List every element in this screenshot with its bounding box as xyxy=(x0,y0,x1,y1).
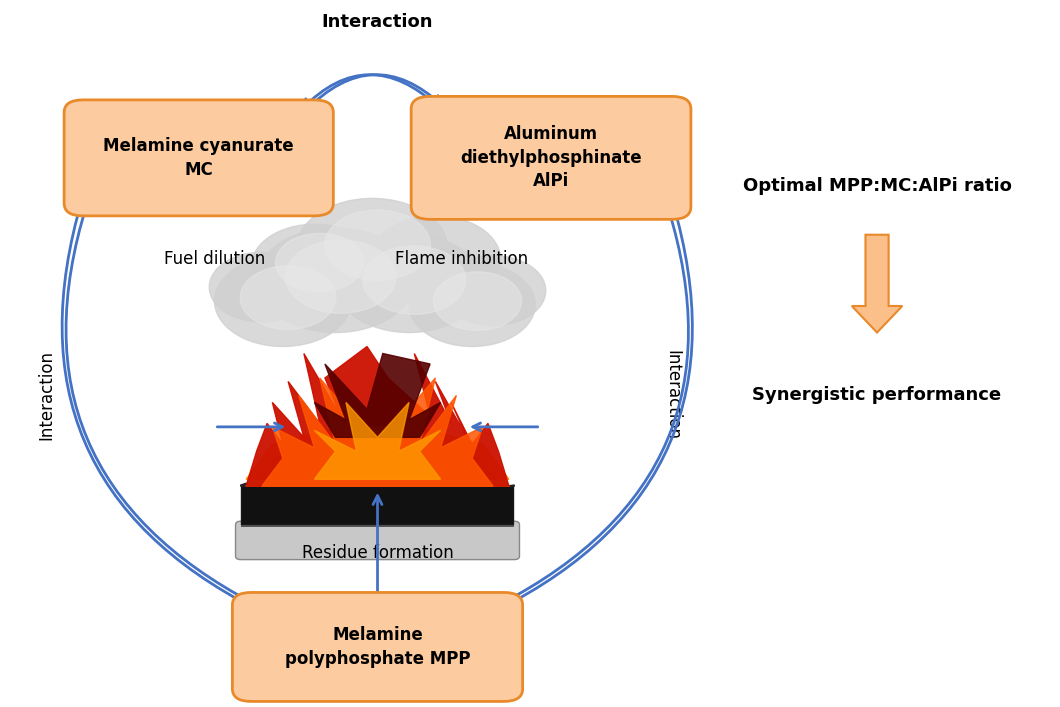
FancyBboxPatch shape xyxy=(64,100,333,216)
FancyBboxPatch shape xyxy=(411,96,691,219)
Text: Interaction: Interaction xyxy=(322,13,434,30)
FancyBboxPatch shape xyxy=(232,592,523,701)
Text: Fuel dilution: Fuel dilution xyxy=(164,250,265,268)
Circle shape xyxy=(276,233,364,292)
Circle shape xyxy=(335,235,482,332)
Polygon shape xyxy=(315,354,441,438)
Circle shape xyxy=(285,240,396,313)
Circle shape xyxy=(297,199,448,299)
Polygon shape xyxy=(246,427,509,479)
Text: Interaction: Interaction xyxy=(37,351,55,440)
Text: Melamine cyanurate
MC: Melamine cyanurate MC xyxy=(104,137,294,179)
Circle shape xyxy=(209,252,315,322)
Polygon shape xyxy=(262,378,493,486)
Text: Interaction: Interaction xyxy=(662,351,681,440)
Polygon shape xyxy=(315,402,441,479)
FancyBboxPatch shape xyxy=(241,486,514,525)
Polygon shape xyxy=(246,448,509,486)
Circle shape xyxy=(434,271,522,330)
Circle shape xyxy=(363,246,465,315)
Text: Synergistic performance: Synergistic performance xyxy=(753,387,1002,404)
FancyArrow shape xyxy=(852,235,902,332)
Circle shape xyxy=(214,256,351,346)
Text: Flame inhibition: Flame inhibition xyxy=(395,250,528,268)
Circle shape xyxy=(251,224,377,308)
Text: Optimal MPP:MC:AlPi ratio: Optimal MPP:MC:AlPi ratio xyxy=(743,177,1011,195)
Circle shape xyxy=(370,216,500,303)
Circle shape xyxy=(257,228,414,332)
Circle shape xyxy=(241,266,336,329)
Circle shape xyxy=(441,256,546,325)
Circle shape xyxy=(409,263,535,346)
FancyBboxPatch shape xyxy=(235,521,519,560)
Text: Aluminum
diethylphosphinate
AlPi: Aluminum diethylphosphinate AlPi xyxy=(460,125,642,190)
FancyBboxPatch shape xyxy=(241,524,514,527)
Text: Melamine
polyphosphate MPP: Melamine polyphosphate MPP xyxy=(285,626,471,667)
Polygon shape xyxy=(246,346,509,486)
Text: Residue formation: Residue formation xyxy=(302,544,454,561)
Polygon shape xyxy=(241,482,514,486)
Circle shape xyxy=(324,210,430,281)
